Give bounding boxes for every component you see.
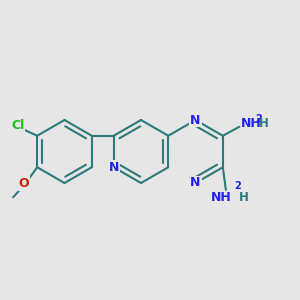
Text: NH: NH — [211, 191, 232, 204]
Text: N: N — [109, 161, 119, 174]
Text: Cl: Cl — [11, 119, 24, 132]
Text: 2: 2 — [255, 114, 262, 124]
Text: 2: 2 — [234, 181, 241, 191]
Text: N: N — [190, 176, 201, 190]
Text: NH: NH — [241, 117, 262, 130]
Text: H: H — [259, 117, 269, 130]
Text: O: O — [18, 177, 29, 190]
Text: N: N — [190, 113, 201, 127]
Text: H: H — [238, 191, 248, 204]
